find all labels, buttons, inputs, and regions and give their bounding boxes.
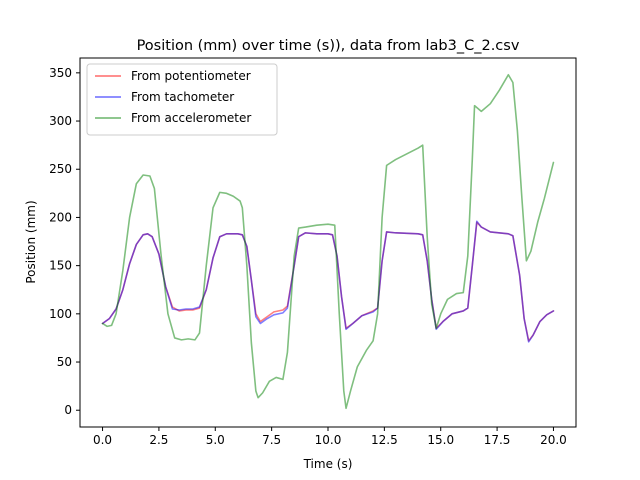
- y-tick-label: 200: [49, 210, 72, 224]
- y-tick-label: 50: [57, 355, 72, 369]
- series-group: [101, 73, 555, 410]
- x-axis-title: Time (s): [303, 457, 353, 471]
- chart-title: Position (mm) over time (s)), data from …: [137, 38, 520, 54]
- y-tick-label: 300: [49, 114, 72, 128]
- x-tick-label: 0.0: [93, 433, 112, 447]
- y-tick-label: 0: [64, 403, 72, 417]
- legend-label-1: From potentiometer: [131, 69, 251, 83]
- x-tick-label: 15.0: [427, 433, 454, 447]
- legend-box: [86, 63, 278, 136]
- series-line-2: [101, 220, 555, 343]
- x-tick-label: 10.0: [315, 433, 342, 447]
- y-tick-label: 350: [49, 66, 72, 80]
- x-tick-label: 12.5: [371, 433, 398, 447]
- y-tick-label: 150: [49, 259, 72, 273]
- legend-label-2: From tachometer: [131, 90, 234, 104]
- legend-label-3: From accelerometer: [131, 111, 251, 125]
- x-tick-label: 7.5: [262, 433, 281, 447]
- y-tick-label: 250: [49, 162, 72, 176]
- series-line-3: [101, 73, 555, 410]
- y-tick-label: 100: [49, 307, 72, 321]
- x-tick-label: 5.0: [206, 433, 225, 447]
- legend: From potentiometer From tachometer From ac…: [86, 63, 278, 136]
- x-tick-label: 20.0: [540, 433, 567, 447]
- x-tick-label: 17.5: [484, 433, 511, 447]
- x-tick-label: 2.5: [149, 433, 168, 447]
- plot-layer: 0.0 2.5 5.0 7.5 10.0 12.5 15.0 17.5 20.0 0 50 100 15…: [49, 57, 577, 447]
- y-axis-title: Position (mm): [24, 200, 38, 283]
